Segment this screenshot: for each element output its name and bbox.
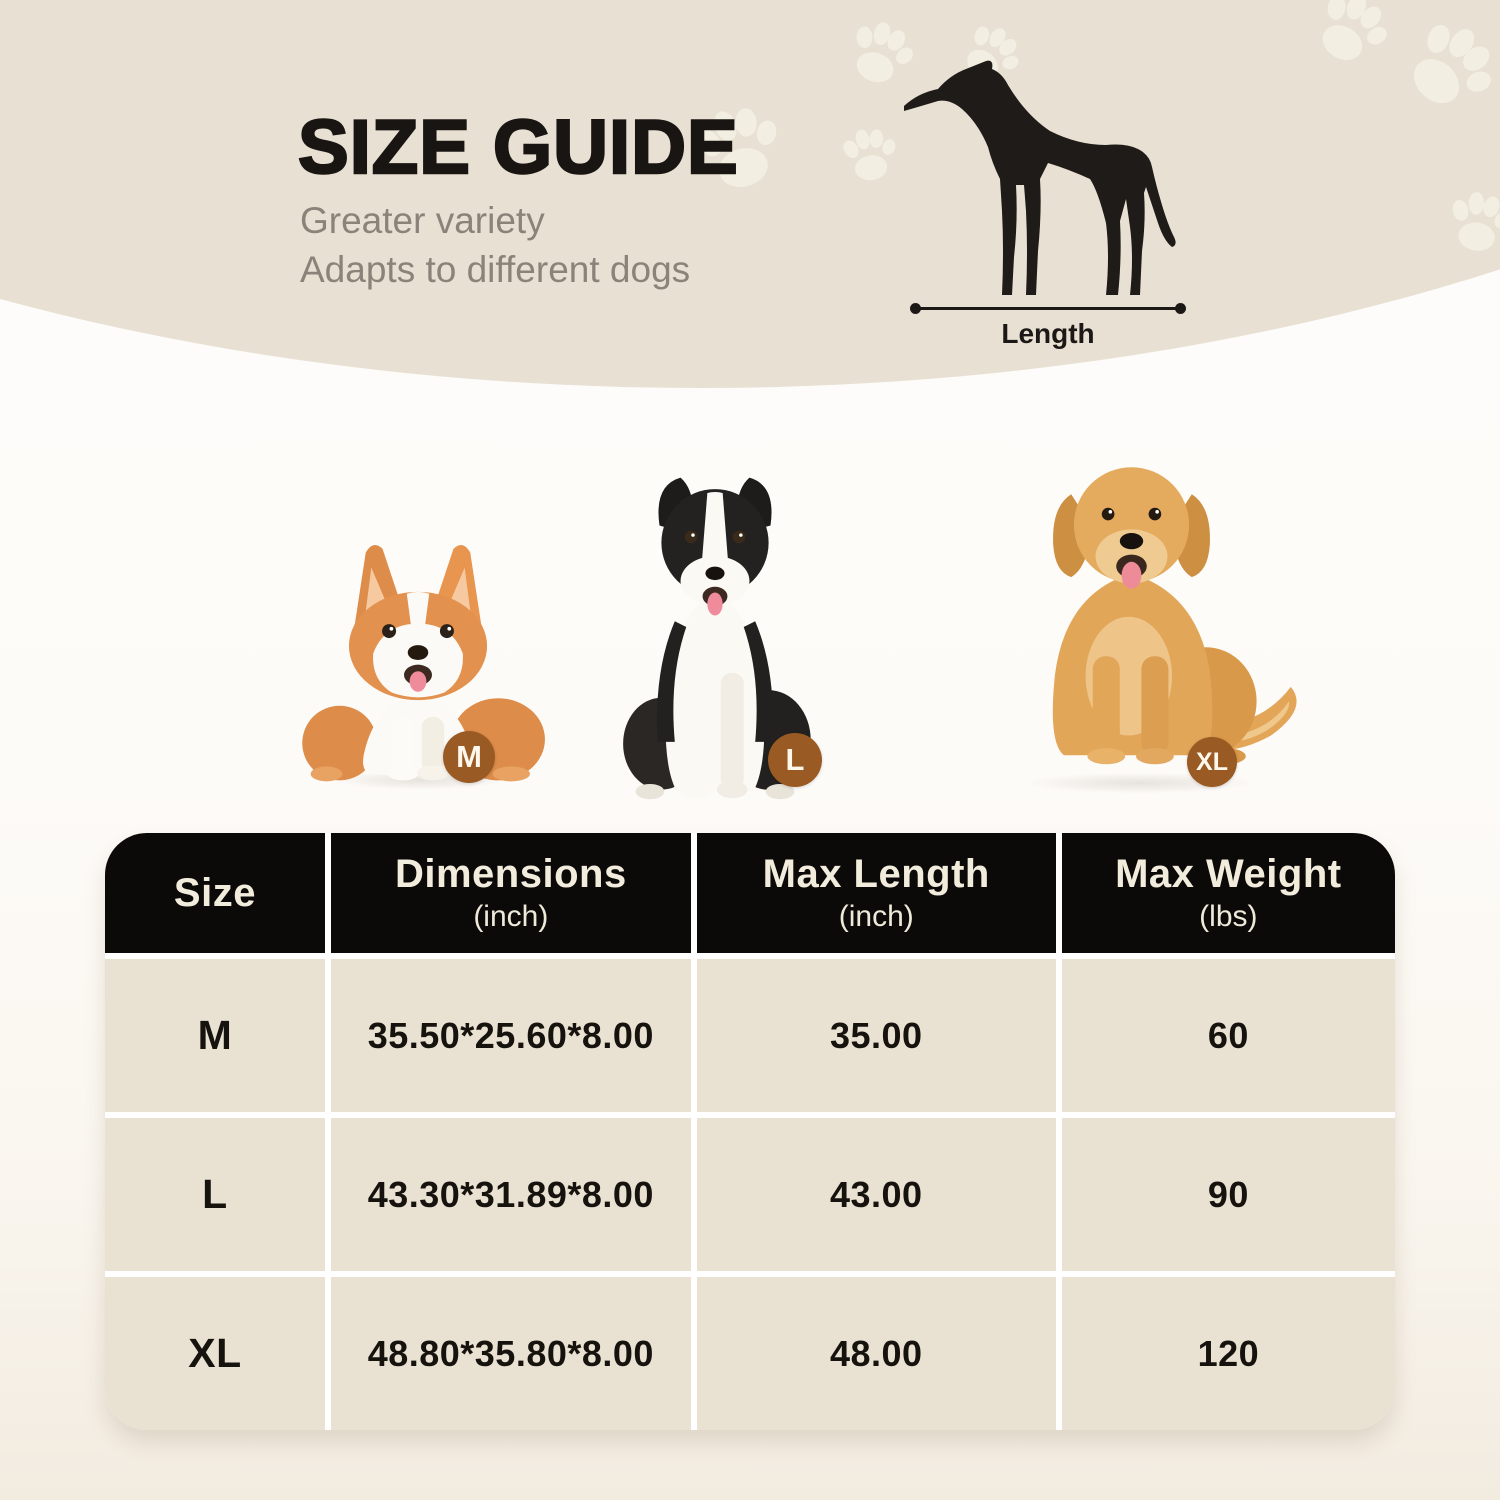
taglines: Greater variety Adapts to different dogs bbox=[300, 196, 690, 294]
paw-print-icon bbox=[1439, 180, 1500, 259]
size-badge-l: L bbox=[768, 733, 822, 787]
corgi-photo bbox=[302, 545, 545, 782]
cell-row-xl-size: XL bbox=[105, 1277, 325, 1430]
golden-shadow bbox=[975, 768, 1305, 798]
column-header-max-weight: Max Weight (lbs) bbox=[1061, 833, 1395, 953]
size-badge-xl: XL bbox=[1187, 737, 1237, 787]
cell-row-xl-max-weight: 120 bbox=[1061, 1277, 1395, 1430]
cell-row-l-size: L bbox=[105, 1118, 325, 1271]
border-collie-photo bbox=[623, 477, 813, 800]
cell-row-m-max-length: 35.00 bbox=[696, 959, 1056, 1112]
column-header-size: Size bbox=[105, 833, 325, 953]
paw-print-icon bbox=[834, 118, 904, 188]
dog-silhouette-icon bbox=[904, 60, 1176, 295]
cell-row-l-dimensions: 43.30*31.89*8.00 bbox=[330, 1118, 691, 1271]
size-table: Size Dimensions (inch) Max Length (inch)… bbox=[105, 833, 1395, 1430]
cell-row-m-size: M bbox=[105, 959, 325, 1112]
header-background bbox=[0, 0, 1500, 388]
column-header-max-length: Max Length (inch) bbox=[696, 833, 1056, 953]
page-title: SIZE GUIDE bbox=[297, 104, 739, 192]
cell-row-l-max-weight: 90 bbox=[1061, 1118, 1395, 1271]
cell-row-xl-dimensions: 48.80*35.80*8.00 bbox=[330, 1277, 691, 1430]
cell-row-xl-max-length: 48.00 bbox=[696, 1277, 1056, 1430]
tagline-1: Greater variety bbox=[300, 200, 545, 241]
golden-retriever-photo bbox=[1052, 467, 1297, 765]
tagline-2: Adapts to different dogs bbox=[300, 249, 691, 290]
column-header-dimensions: Dimensions (inch) bbox=[330, 833, 691, 953]
size-badge-m: M bbox=[443, 731, 495, 783]
length-label: Length bbox=[1001, 318, 1095, 349]
cell-row-m-max-weight: 60 bbox=[1061, 959, 1395, 1112]
cell-row-m-dimensions: 35.50*25.60*8.00 bbox=[330, 959, 691, 1112]
length-measure-line bbox=[910, 303, 1186, 314]
cell-row-l-max-length: 43.00 bbox=[696, 1118, 1056, 1271]
